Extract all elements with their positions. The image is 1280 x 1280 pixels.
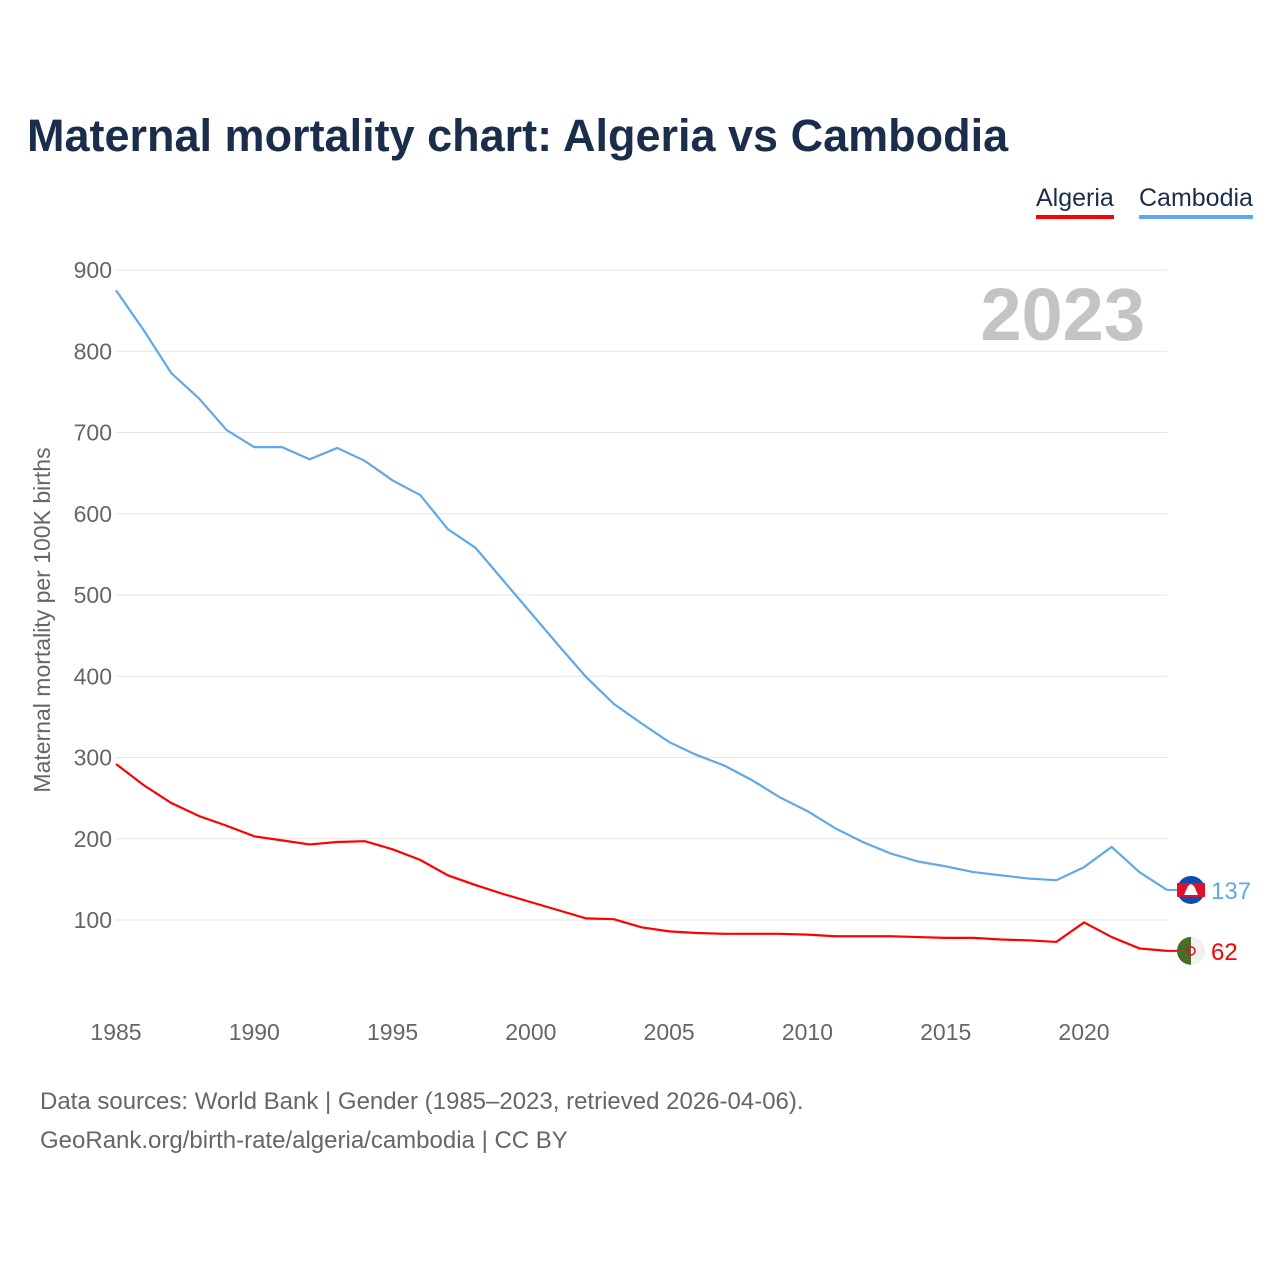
x-tick-label: 2010 [782,1019,833,1045]
series-line-algeria[interactable] [115,763,1168,952]
y-axis-label: Maternal mortality per 100K births [29,447,55,792]
temple-icon [1184,883,1198,895]
end-value-label: 62 [1211,939,1238,966]
x-tick-label: 1985 [90,1019,141,1045]
x-tick-label: 1995 [367,1019,418,1045]
legend-algeria[interactable]: Algeria [1036,184,1114,219]
x-tick-label: 2005 [644,1019,695,1045]
y-tick-label: 100 [74,907,112,933]
y-tick-label: 400 [74,663,112,689]
y-tick-label: 200 [74,826,112,852]
y-tick-label: 500 [74,582,112,608]
flag-half [1177,936,1191,965]
x-tick-label: 1990 [229,1019,280,1045]
source-text: Data sources: World Bank | Gender (1985–… [40,1088,804,1115]
x-tick-label: 2000 [505,1019,556,1045]
chart-title: Maternal mortality chart: Algeria vs Cam… [27,110,1009,161]
x-tick-label: 2020 [1058,1019,1109,1045]
y-tick-label: 800 [74,338,112,364]
year-watermark: 2023 [980,273,1145,356]
x-tick-label: 2015 [920,1019,971,1045]
y-tick-label: 300 [74,745,112,771]
y-tick-label: 600 [74,501,112,527]
crescent-icon [1186,946,1196,956]
series-line-cambodia[interactable] [115,289,1168,891]
end-value-label: 137 [1211,878,1251,905]
y-tick-label: 900 [74,257,112,283]
source-url[interactable]: GeoRank.org/birth-rate/algeria/cambodia … [40,1127,568,1154]
legend-cambodia[interactable]: Cambodia [1139,184,1253,219]
y-tick-label: 700 [74,420,112,446]
